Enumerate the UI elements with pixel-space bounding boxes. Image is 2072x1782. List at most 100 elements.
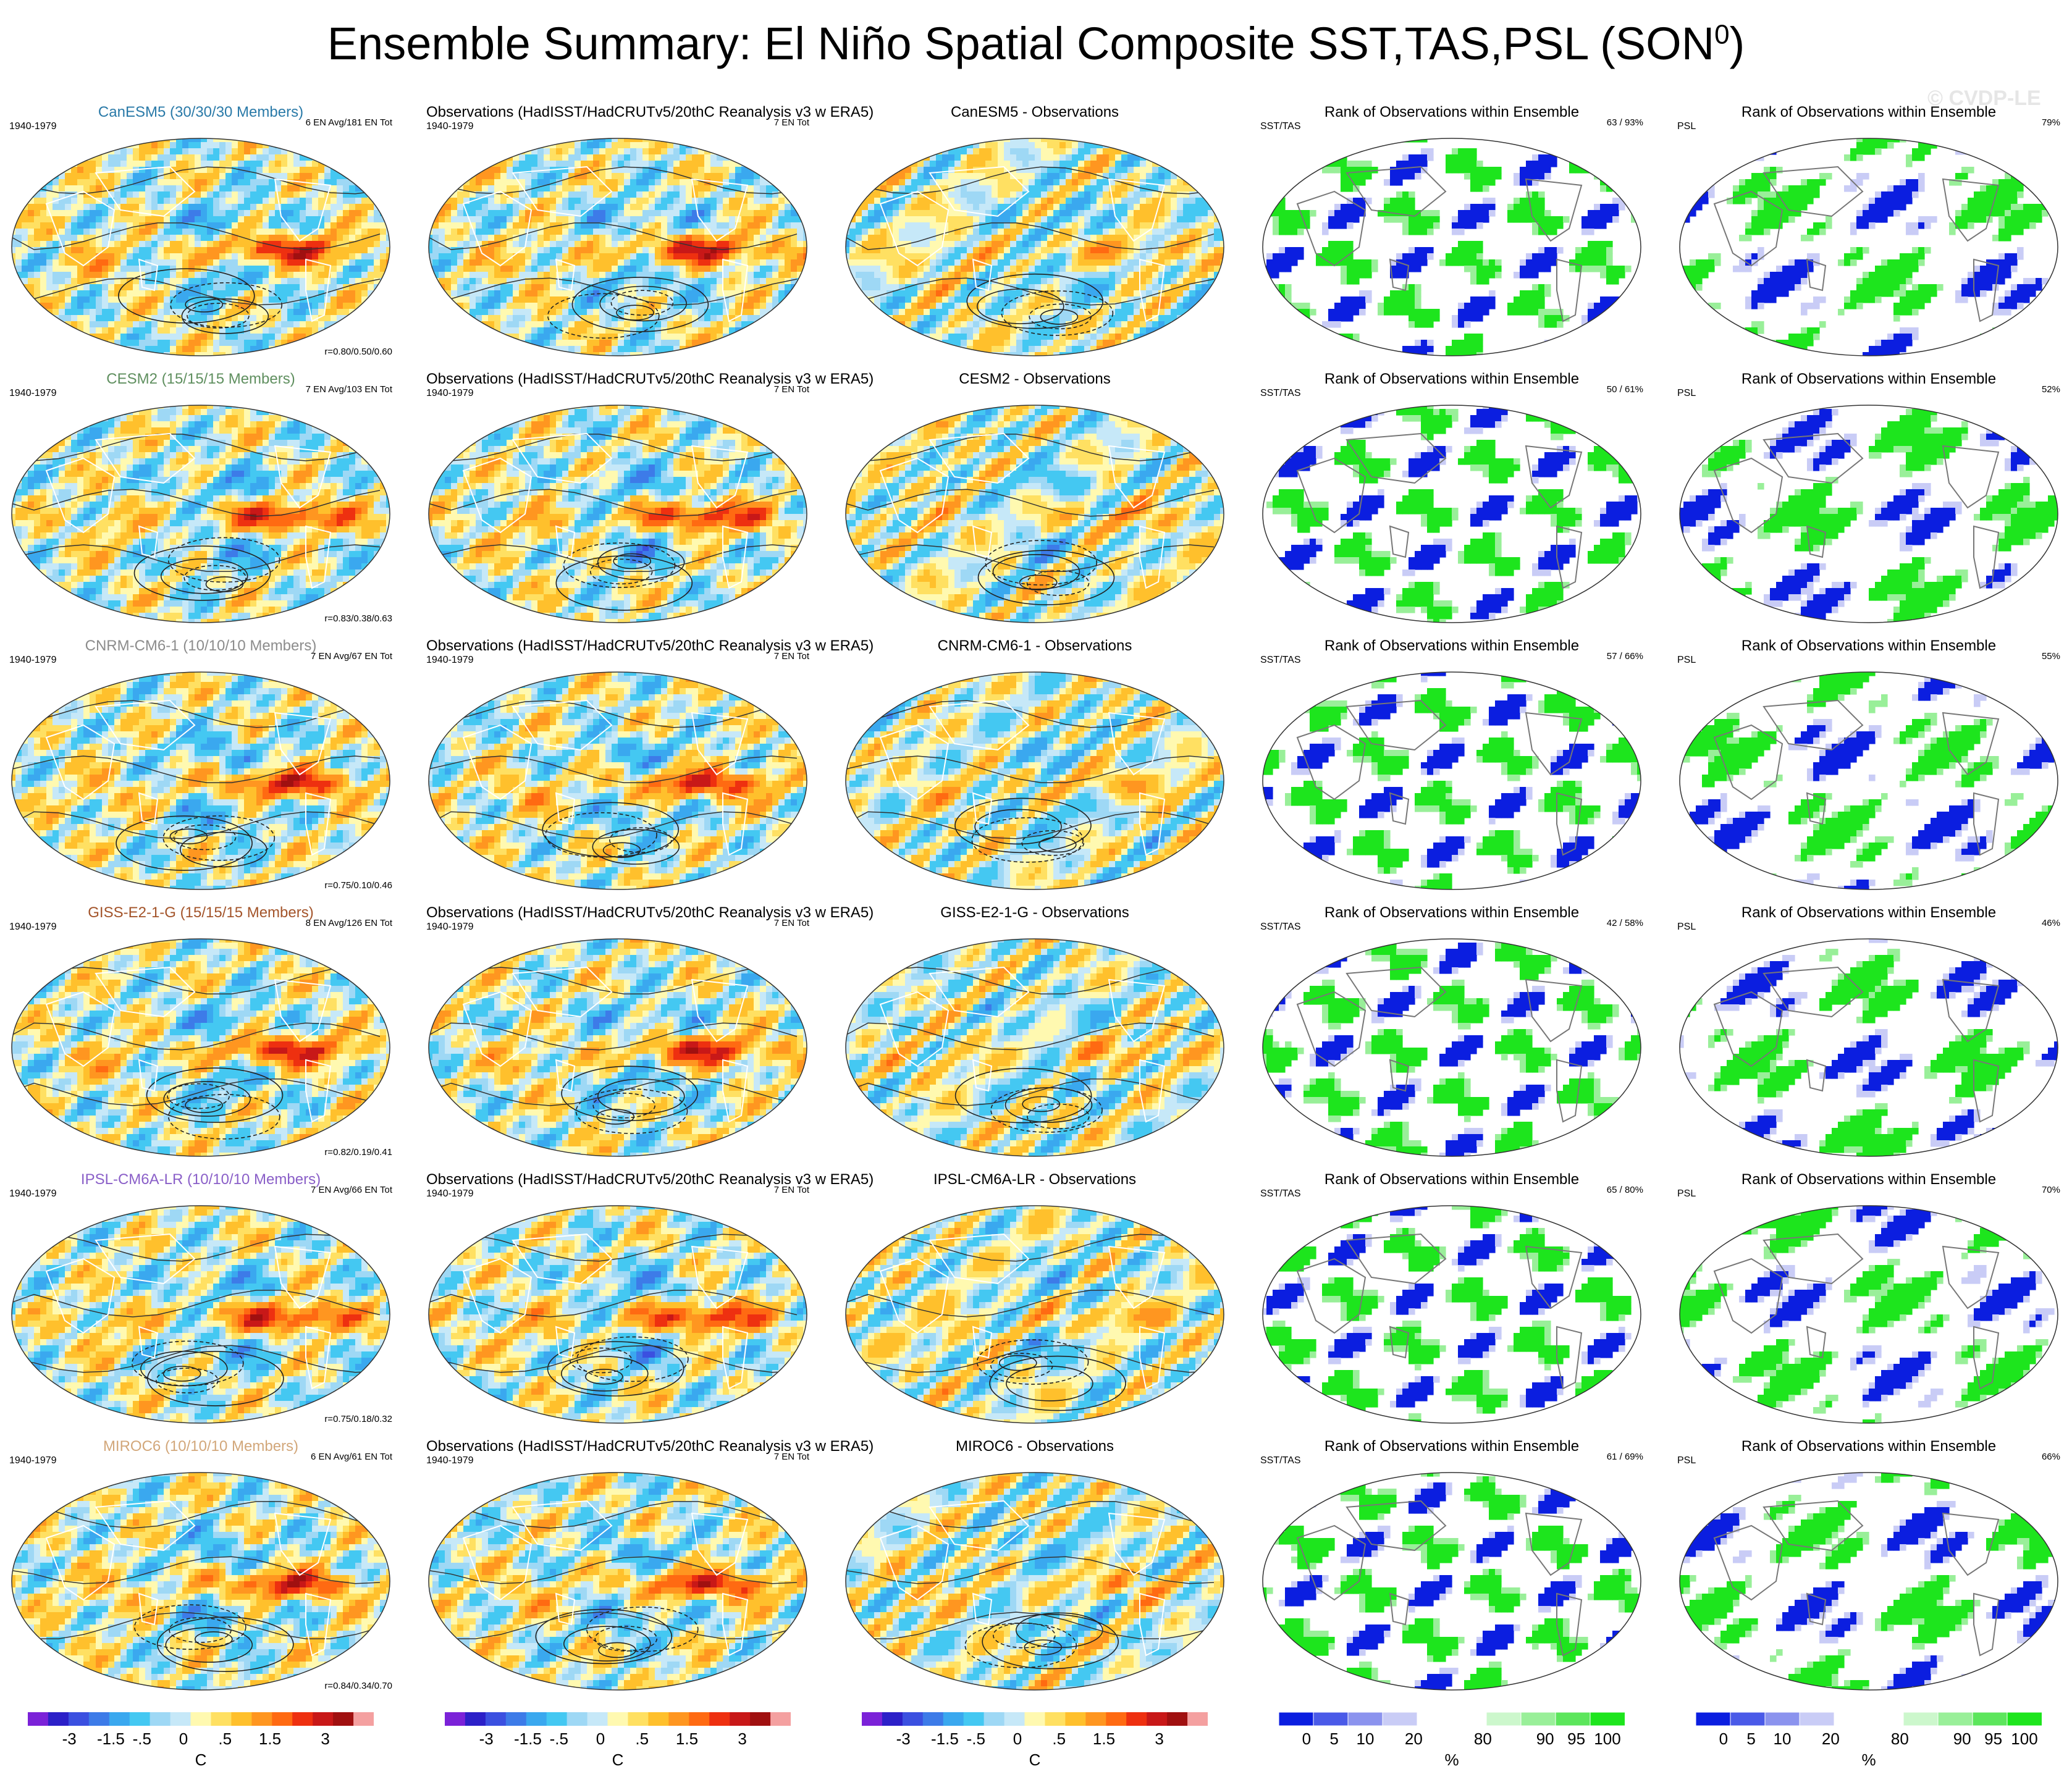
colorbar-swatch [1106,1712,1127,1726]
title-text: Ensemble Summary: El Niño Spatial Compos… [327,18,1714,69]
colorbar-tick-label: 0 [1719,1729,1728,1749]
colorbar-tick-label: 80 [1474,1729,1492,1749]
psl-rank-value: 46% [2042,918,2060,928]
colorbar-swatch [465,1712,486,1726]
colorbar-swatch [505,1712,527,1726]
colorbar-unit: C [195,1750,207,1770]
colorbar-swatch [445,1712,466,1726]
difference-title: CNRM-CM6-1 - Observations [843,637,1226,655]
globe-map [428,938,807,1157]
colorbar-swatches [1695,1712,2042,1726]
colorbar-swatches [445,1712,791,1726]
colorbar-swatch [1972,1712,2008,1726]
colorbar-tick-label: 90 [1536,1729,1554,1749]
globe-map [1262,405,1641,623]
colorbar-tick-label: 5 [1746,1729,1755,1749]
rank-title: Rank of Observations within Ensemble [1260,371,1643,388]
colorbar-swatch [1486,1712,1522,1726]
map-panel-r4-c2: IPSL-CM6A-LR - Observations [843,1171,1226,1431]
rank-title: Rank of Observations within Ensemble [1260,1438,1643,1455]
globe-map [1679,138,2058,356]
psl-label: PSL [1677,655,1696,666]
map-panel-r2-c1: Observations (HadISST/HadCRUTv5/20thC Re… [426,637,874,897]
colorbar-swatches [28,1712,374,1726]
colorbar-tick-label: -.5 [967,1729,985,1749]
colorbar-swatch [88,1712,110,1726]
sst-rank-value: 57 / 66% [1607,651,1643,662]
en-count: 8 EN Avg/126 EN Tot [306,918,392,928]
colorbar-tick-label: 10 [1357,1729,1375,1749]
rank-title: Rank of Observations within Ensemble [1677,371,2060,388]
globe-map [11,671,390,890]
globe-map [428,1472,807,1691]
colorbar-tick-label: 20 [1822,1729,1840,1749]
colorbar-swatch [272,1712,293,1726]
observations-title: Observations (HadISST/HadCRUTv5/20thC Re… [426,104,874,121]
map-panel-r5-c1: Observations (HadISST/HadCRUTv5/20thC Re… [426,1438,874,1697]
colorbar-tick-label: -3 [896,1729,911,1749]
colorbar-swatch [770,1712,791,1726]
globe-map [428,671,807,890]
colorbar-tick-label: 1.5 [1093,1729,1115,1749]
map-panel-r1-c0: CESM2 (15/15/15 Members) 1940-1979 7 EN Av… [9,371,392,630]
obs-en-count: 7 EN Tot [774,1452,809,1462]
colorbar-swatch [983,1712,1004,1726]
sst-tas-label: SST/TAS [1260,655,1301,666]
observations-title: Observations (HadISST/HadCRUTv5/20thC Re… [426,1438,874,1455]
map-panel-r3-c4: Rank of Observations within Ensemble PSL 4… [1677,904,2060,1164]
colorbar-swatch [943,1712,964,1726]
map-panel-r0-c4: Rank of Observations within Ensemble PSL 7… [1677,104,2060,363]
observations-title: Observations (HadISST/HadCRUTv5/20thC Re… [426,904,874,922]
colorbar-tick-label: .5 [218,1729,232,1749]
temperature-colorbar: -3 -1.5 -.5 0 .5 1.5 3 C [862,1712,1208,1769]
pattern-correlation: r=0.84/0.34/0.70 [324,1681,392,1691]
period-label: 1940-1979 [9,655,57,666]
colorbar-swatch [48,1712,69,1726]
colorbar-swatch [1417,1712,1452,1726]
colorbar-unit: C [612,1750,624,1770]
map-panel-r1-c2: CESM2 - Observations [843,371,1226,630]
map-panel-r3-c0: GISS-E2-1-G (15/15/15 Members) 1940-1979 8… [9,904,392,1164]
colorbar-tick-label: -3 [62,1729,77,1749]
colorbar-swatches [1278,1712,1625,1726]
observations-title: Observations (HadISST/HadCRUTv5/20thC Re… [426,637,874,655]
colorbar-swatch [1126,1712,1147,1726]
rank-title: Rank of Observations within Ensemble [1677,904,2060,922]
map-panel-r4-c3: Rank of Observations within Ensemble SST/… [1260,1171,1643,1431]
period-label: 1940-1979 [426,1188,474,1200]
psl-label: PSL [1677,922,1696,933]
globe-map [845,671,1224,890]
colorbar-swatch [1799,1712,1835,1726]
colorbar-swatch [1024,1712,1045,1726]
sst-rank-value: 63 / 93% [1607,117,1643,128]
colorbar-swatch [1313,1712,1349,1726]
map-panel-r5-c2: MIROC6 - Observations [843,1438,1226,1697]
colorbar-swatch [922,1712,944,1726]
sst-tas-label: SST/TAS [1260,1455,1301,1466]
period-label: 1940-1979 [426,922,474,933]
colorbar-swatch [730,1712,751,1726]
colorbar-tick-label: 0 [596,1729,605,1749]
sst-tas-label: SST/TAS [1260,388,1301,399]
globe-map [845,405,1224,623]
colorbar-swatch [963,1712,985,1726]
colorbar-tick-label: -1.5 [514,1729,542,1749]
map-panel-r2-c2: CNRM-CM6-1 - Observations [843,637,1226,897]
rank-title: Rank of Observations within Ensemble [1677,1171,2060,1188]
title-close: ) [1730,18,1745,69]
colorbar-swatch [1730,1712,1766,1726]
colorbar-swatch [129,1712,151,1726]
map-panel-r0-c2: CanESM5 - Observations [843,104,1226,363]
globe-map [845,138,1224,356]
colorbar-unit: % [1444,1750,1459,1770]
colorbar-swatch [1520,1712,1556,1726]
colorbar-swatch [1045,1712,1066,1726]
colorbar-swatch [231,1712,252,1726]
colorbar-swatch [150,1712,171,1726]
colorbar-tick-label: 95 [1567,1729,1585,1749]
en-count: 6 EN Avg/181 EN Tot [306,117,392,128]
colorbar-tick-label: 100 [1594,1729,1620,1749]
psl-label: PSL [1677,1188,1696,1200]
psl-label: PSL [1677,388,1696,399]
colorbar-tick-label: 90 [1953,1729,1971,1749]
